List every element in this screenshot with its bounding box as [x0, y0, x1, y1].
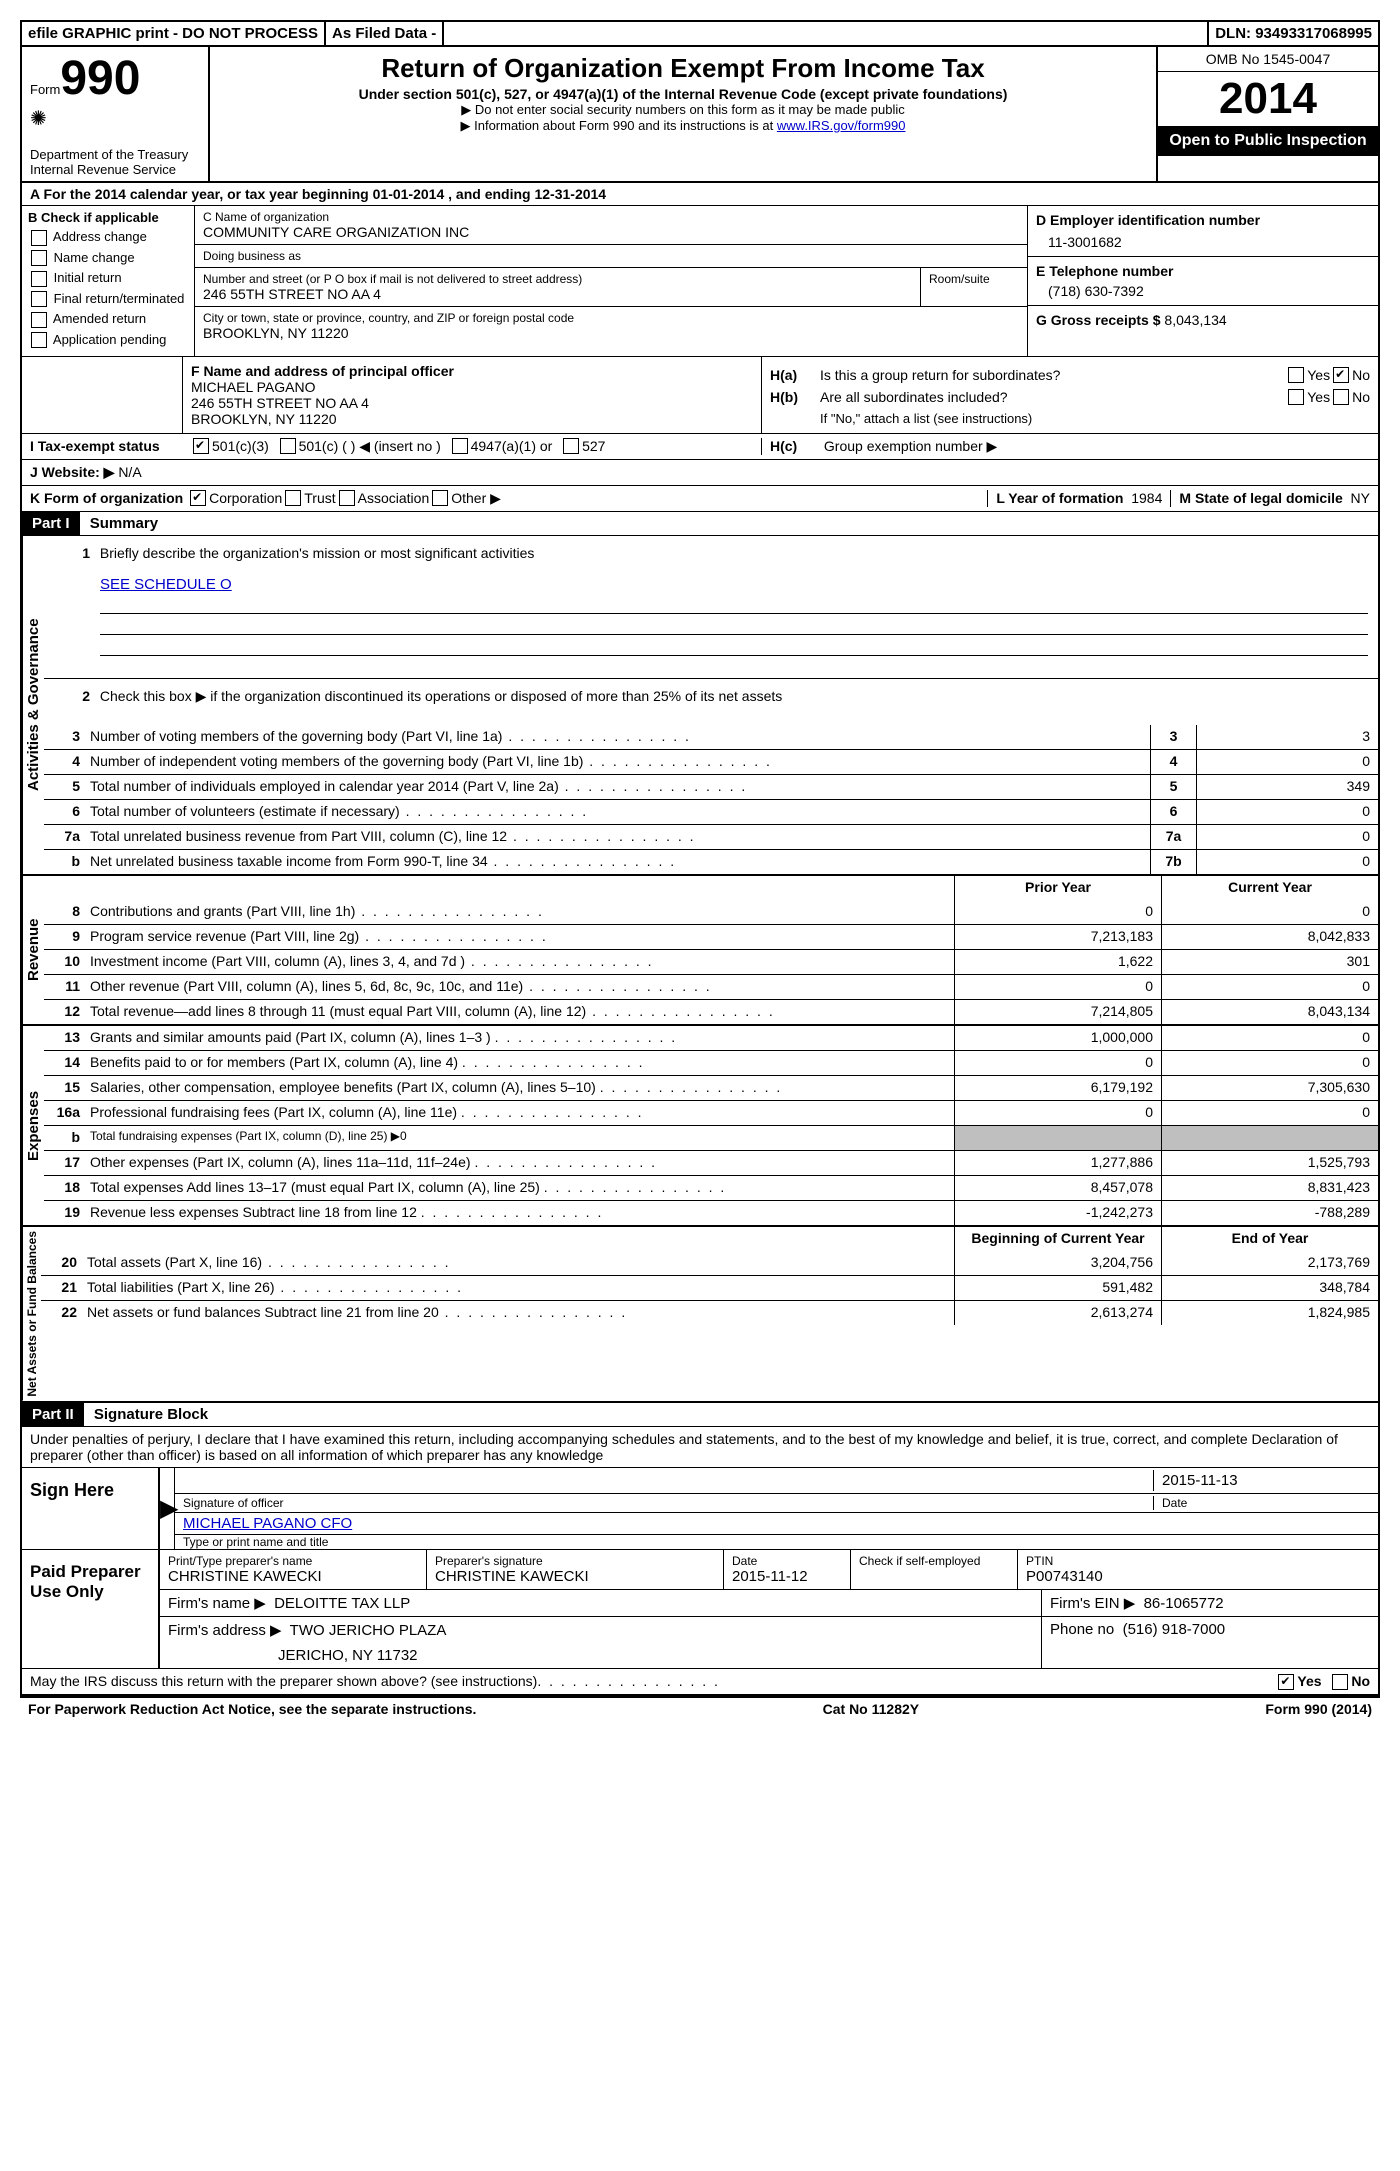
chk-pending: Application pending: [28, 332, 188, 349]
header: Form990 ✺ Department of the Treasury Int…: [22, 47, 1378, 183]
org-name-cell: C Name of organization COMMUNITY CARE OR…: [195, 206, 1027, 245]
irs-label: Internal Revenue Service: [30, 162, 200, 177]
discuss-row: May the IRS discuss this return with the…: [22, 1669, 1378, 1696]
form-990-container: efile GRAPHIC print - DO NOT PROCESS As …: [20, 20, 1380, 1698]
efile-notice: efile GRAPHIC print - DO NOT PROCESS: [22, 22, 326, 45]
chk-final: Final return/terminated: [28, 291, 188, 308]
chk-initial: Initial return: [28, 270, 188, 287]
form-subtitle: Under section 501(c), 527, or 4947(a)(1)…: [220, 86, 1146, 102]
header-right: OMB No 1545-0047 2014 Open to Public Ins…: [1156, 47, 1378, 181]
header-left: Form990 ✺ Department of the Treasury Int…: [22, 47, 210, 181]
top-bar: efile GRAPHIC print - DO NOT PROCESS As …: [22, 22, 1378, 47]
h-block: H(a) Is this a group return for subordin…: [762, 357, 1378, 433]
section-a: A For the 2014 calendar year, or tax yea…: [22, 183, 1378, 206]
chk-name-change: Name change: [28, 250, 188, 267]
footer: For Paperwork Reduction Act Notice, see …: [20, 1698, 1380, 1720]
form-number: 990: [60, 52, 140, 105]
info-note: ▶ Information about Form 990 and its ins…: [220, 118, 1146, 134]
irs-link[interactable]: www.IRS.gov/form990: [777, 118, 906, 133]
city-cell: City or town, state or province, country…: [195, 307, 1027, 345]
ssn-note: ▶ Do not enter social security numbers o…: [220, 102, 1146, 118]
f-h-section: F Name and address of principal officer …: [22, 357, 1378, 434]
ein-cell: D Employer identification number 11-3001…: [1028, 206, 1378, 257]
section-bcd: B Check if applicable Address change Nam…: [22, 206, 1378, 357]
k-row: K Form of organization Corporation Trust…: [22, 486, 1378, 512]
addr-cell: Number and street (or P O box if mail is…: [195, 268, 1027, 307]
expenses-section: Expenses 13Grants and similar amounts pa…: [22, 1026, 1378, 1227]
revenue-label: Revenue: [22, 876, 44, 1024]
governance-label: Activities & Governance: [22, 536, 44, 874]
dba-cell: Doing business as: [195, 245, 1027, 268]
dept-treasury: Department of the Treasury: [30, 147, 200, 162]
form-title: Return of Organization Exempt From Incom…: [220, 53, 1146, 84]
part1-header: Part I Summary: [22, 512, 1378, 536]
column-d: D Employer identification number 11-3001…: [1028, 206, 1378, 356]
j-row: J Website: ▶ N/A: [22, 460, 1378, 486]
chk-address-change: Address change: [28, 229, 188, 246]
governance-section: Activities & Governance 1 Briefly descri…: [22, 536, 1378, 876]
tax-year: 2014: [1158, 72, 1378, 126]
paid-preparer-label: Paid Preparer Use Only: [22, 1550, 160, 1668]
i-row: I Tax-exempt status 501(c)(3) 501(c) ( )…: [22, 434, 1378, 460]
mission-text: SEE SCHEDULE O: [44, 570, 1378, 678]
h-b: H(b) Are all subordinates included? Yes …: [770, 389, 1370, 405]
paid-preparer-row: Paid Preparer Use Only Print/Type prepar…: [22, 1550, 1378, 1669]
gross-cell: G Gross receipts $ 8,043,134: [1028, 306, 1378, 334]
as-filed: As Filed Data -: [326, 22, 444, 45]
h-a: H(a) Is this a group return for subordin…: [770, 367, 1370, 383]
column-b: B Check if applicable Address change Nam…: [22, 206, 195, 356]
open-public: Open to Public Inspection: [1158, 126, 1378, 156]
netassets-label: Net Assets or Fund Balances: [22, 1227, 41, 1401]
expenses-label: Expenses: [22, 1026, 44, 1225]
netassets-section: Net Assets or Fund Balances Beginning of…: [22, 1227, 1378, 1403]
phone-cell: E Telephone number (718) 630-7392: [1028, 257, 1378, 306]
sign-here-label: Sign Here: [22, 1468, 160, 1549]
omb-number: OMB No 1545-0047: [1158, 47, 1378, 72]
column-c: C Name of organization COMMUNITY CARE OR…: [195, 206, 1028, 356]
sign-here-row: Sign Here ▶ 2015-11-13 Signature of offi…: [22, 1468, 1378, 1550]
header-center: Return of Organization Exempt From Incom…: [210, 47, 1156, 181]
perjury-statement: Under penalties of perjury, I declare th…: [22, 1427, 1378, 1468]
dln: DLN: 93493317068995: [1207, 22, 1378, 45]
part2-header: Part II Signature Block: [22, 1403, 1378, 1427]
chk-amended: Amended return: [28, 311, 188, 328]
revenue-section: Revenue Prior Year Current Year 8Contrib…: [22, 876, 1378, 1026]
f-block: F Name and address of principal officer …: [183, 357, 762, 433]
